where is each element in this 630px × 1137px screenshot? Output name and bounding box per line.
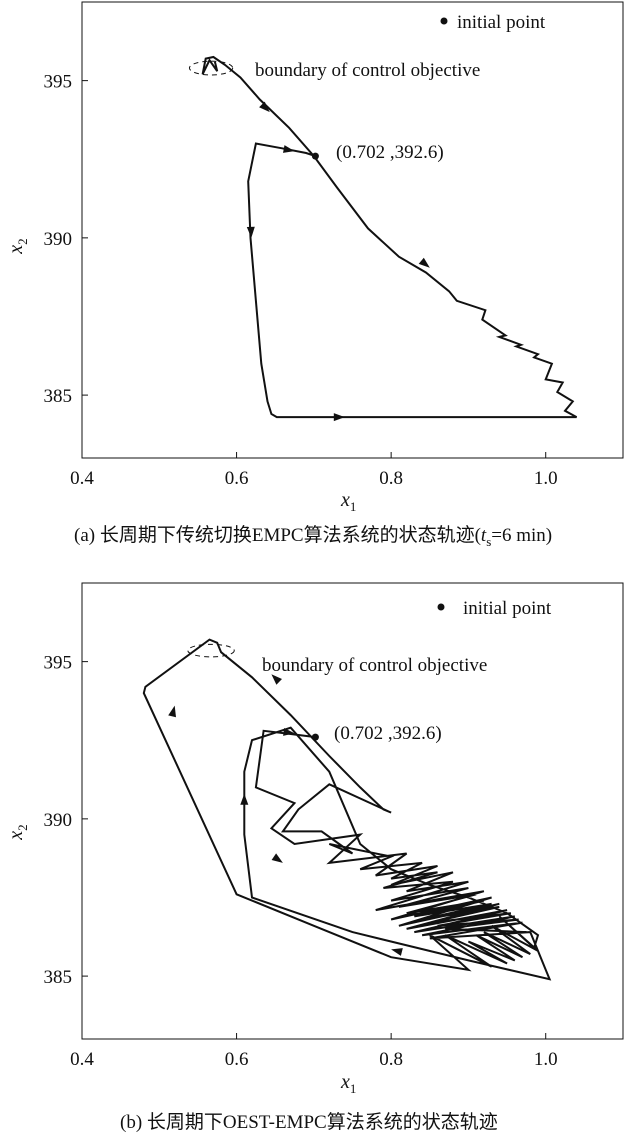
panel-b-initial-point-label: (0.702 ,392.6) [334,723,442,744]
panel-b-x-axis-label: x1 [340,1071,356,1096]
panel-b-boundary-label: boundary of control objective [262,655,487,676]
panel-a-legend-label: initial point [457,12,546,33]
panel-a-boundary-ellipse [188,60,234,76]
direction-arrow [283,145,295,153]
panel-a-frame [81,1,624,459]
x-tick-label: 0.6 [225,1049,249,1070]
direction-arrow [259,101,270,113]
x-tick-label: 0.8 [379,468,403,489]
y-tick-label: 390 [44,229,73,250]
direction-arrow [271,674,282,685]
panel-b-initial-point [311,733,319,741]
direction-arrow [168,705,176,718]
x-tick-label: 0.6 [225,468,249,489]
panel-a-x-axis-label: x1 [340,489,356,514]
trajectory-line [201,55,578,419]
trajectory-line [142,638,552,981]
panel-a-initial-point-label: (0.702 ,392.6) [336,142,444,163]
y-tick-label: 395 [44,653,73,674]
panel-a-initial-point [311,152,319,160]
panel-b-ticks: 0.4 0.6 0.8 1.0 385 390 395 [44,653,558,1070]
y-tick-label: 395 [44,72,73,93]
panel-b: 0.4 0.6 0.8 1.0 385 390 395 initial point boun… [5,582,624,1133]
direction-arrow [418,257,430,268]
panel-a-y-axis-label: x2 [5,238,30,254]
direction-arrow [283,728,295,736]
x-tick-label: 0.8 [379,1049,403,1070]
panel-a: 0.4 0.6 0.8 1.0 385 390 395 initial point boun… [5,1,624,549]
panel-b-caption: (b) 长周期下OEST-EMPC算法系统的状态轨迹 [120,1111,498,1133]
x-tick-label: 0.4 [70,1049,94,1070]
direction-arrow [246,226,255,238]
panel-b-legend-label: initial point [463,598,552,619]
panel-b-trajectory-group [142,638,552,981]
panel-b-frame [81,582,624,1040]
panel-b-y-axis-label: x2 [5,824,30,840]
panel-a-arrows [246,101,430,422]
panel-a-boundary-label: boundary of control objective [255,60,480,81]
panel-b-boundary-ellipse [187,643,235,658]
panel-a-caption: (a) 长周期下传统切换EMPC算法系统的状态轨迹(ts=6 min) [74,524,552,549]
direction-arrow [240,793,249,805]
direction-arrow [391,948,403,956]
panel-a-trajectory-group [201,55,578,419]
y-tick-label: 385 [44,386,73,407]
panel-a-ticks: 0.4 0.6 0.8 1.0 385 390 395 [44,72,558,489]
y-tick-label: 390 [44,810,73,831]
x-tick-label: 1.0 [534,468,558,489]
direction-arrow [271,853,283,863]
x-tick-label: 1.0 [534,1049,558,1070]
panel-a-legend-marker [440,17,448,25]
y-tick-label: 385 [44,967,73,988]
panel-b-arrows [168,674,403,956]
panel-b-legend-marker [437,603,445,611]
x-tick-label: 0.4 [70,468,94,489]
direction-arrow [333,413,345,422]
